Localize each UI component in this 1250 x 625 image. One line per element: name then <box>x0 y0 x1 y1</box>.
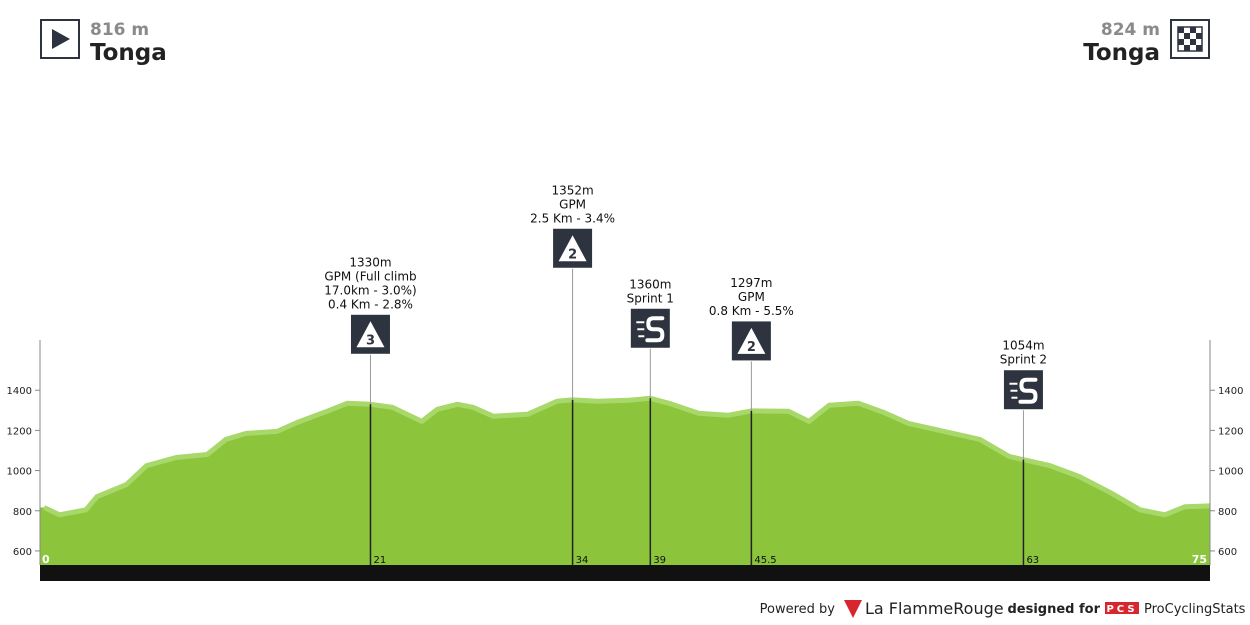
y-tick-label: 1200 <box>1218 426 1243 437</box>
site-name: ProCyclingStats <box>1144 602 1246 617</box>
marker-label: GPM <box>559 197 586 211</box>
marker-label: 1054m <box>1002 339 1044 353</box>
marker-label: Sprint 1 <box>627 291 674 305</box>
pcs-badge <box>1105 602 1139 614</box>
marker-label: 2.5 Km - 3.4% <box>530 211 615 225</box>
profile-edge <box>42 395 1211 518</box>
designed-for: designed for <box>1007 602 1100 617</box>
climb-triangle <box>356 321 385 348</box>
y-tick-label: 1000 <box>1218 467 1243 478</box>
marker-km: 63 <box>1026 555 1039 566</box>
baseline-bar <box>40 565 1210 581</box>
y-tick-label: 800 <box>1218 507 1237 518</box>
y-tick-label: 800 <box>13 507 32 518</box>
start-name: Tonga <box>90 40 167 66</box>
marker-label: Sprint 2 <box>1000 353 1047 367</box>
brand: La FlammeRouge <box>865 599 1004 618</box>
marker-km: 21 <box>373 555 386 566</box>
y-tick-label: 1400 <box>7 386 32 397</box>
finish-elevation: 824 m <box>1101 20 1160 40</box>
x-tick-label: 75 <box>1192 553 1207 566</box>
profile-area <box>40 398 1210 565</box>
pcs-mark: PCS <box>1106 604 1137 615</box>
marker-label: GPM (Full climb <box>324 269 416 283</box>
marker-label: 1360m <box>629 277 671 291</box>
marker-km: 45.5 <box>754 555 776 566</box>
marker-label: 0.4 Km - 2.8% <box>328 297 413 311</box>
y-tick-label: 600 <box>13 547 32 558</box>
start-icon <box>40 19 80 59</box>
climb-category: 3 <box>366 333 375 348</box>
climb-category: 2 <box>568 247 577 262</box>
sprint-s <box>1018 377 1038 404</box>
marker-label: 0.8 Km - 5.5% <box>709 304 794 318</box>
y-tick-label: 1000 <box>7 467 32 478</box>
y-tick-label: 1200 <box>7 426 32 437</box>
finish-name: Tonga <box>1083 40 1160 66</box>
marker-label: 1330m <box>349 255 391 269</box>
marker-label: GPM <box>738 290 765 304</box>
y-tick-label: 600 <box>1218 547 1237 558</box>
marker-label: 17.0km - 3.0%) <box>324 283 416 297</box>
climb-triangle <box>737 327 766 354</box>
marker-km: 39 <box>653 555 666 566</box>
finish-icon <box>1170 19 1210 59</box>
y-tick-label: 1400 <box>1218 386 1243 397</box>
marker-label: 1297m <box>730 276 772 290</box>
x-tick-label: 0 <box>42 553 50 566</box>
sprint-s <box>645 316 665 343</box>
flamme-logo <box>844 600 862 618</box>
marker-km: 34 <box>576 555 589 566</box>
powered-by: Powered by <box>760 602 836 617</box>
start-elevation: 816 m <box>90 20 149 40</box>
marker-label: 1352m <box>551 183 593 197</box>
climb-category: 2 <box>747 340 756 355</box>
climb-triangle <box>558 235 587 262</box>
